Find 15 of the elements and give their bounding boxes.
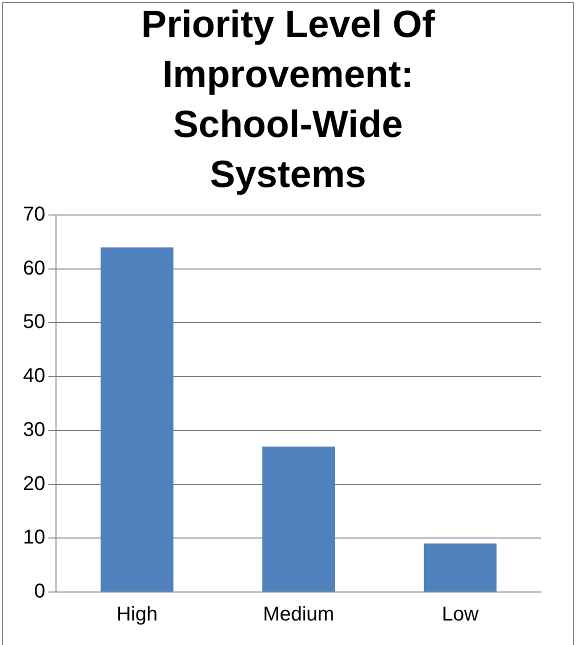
y-tick-label: 0 [34,580,46,603]
y-tick-label: 30 [22,418,46,441]
y-tick-label: 50 [22,311,46,334]
y-tick-label: 20 [22,472,46,495]
chart-title: Priority Level Of Improvement: School-Wide Systems [140,3,436,198]
y-tick-label: 60 [22,257,46,280]
x-tick-label: Medium [263,604,334,626]
x-tick-label: Low [442,604,480,626]
bar [424,544,497,592]
bar [262,446,335,592]
x-tick-label: High [116,604,158,626]
bar [100,247,174,592]
y-tick-label: 70 [22,204,46,226]
y-tick-label: 40 [22,365,46,388]
y-tick-label: 10 [22,526,46,549]
